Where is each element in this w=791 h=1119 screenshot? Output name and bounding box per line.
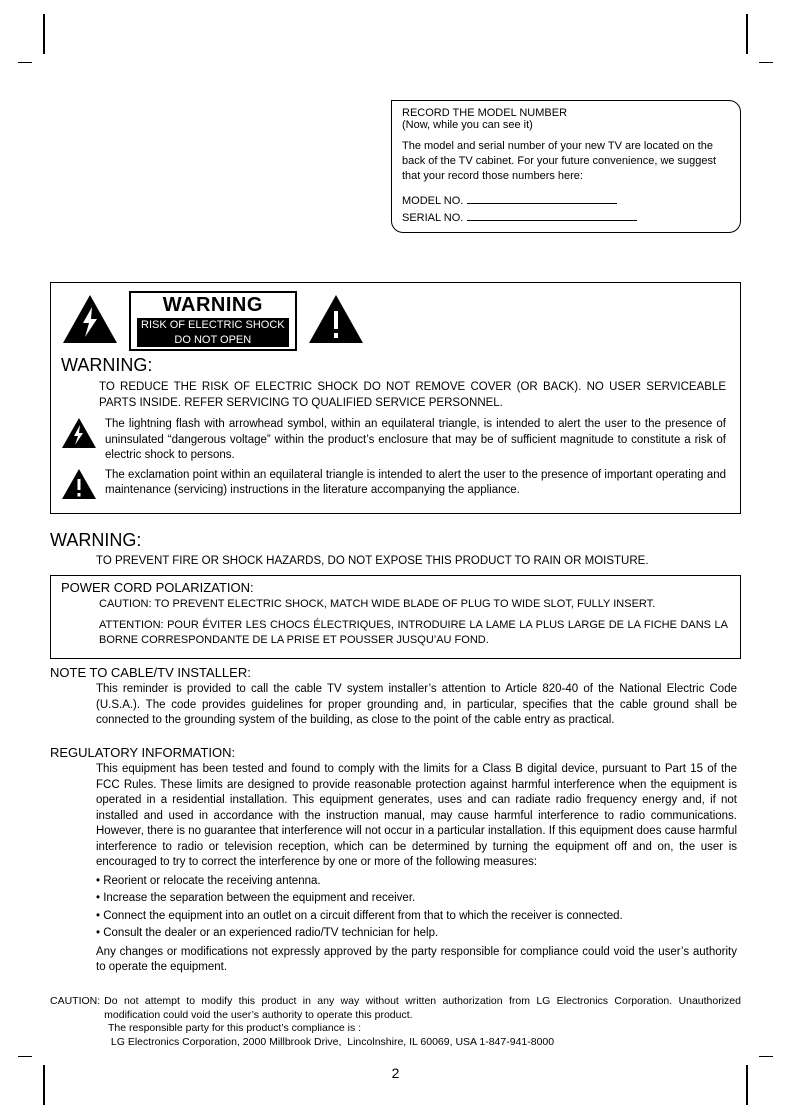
symbol-row: WARNING RISK OF ELECTRIC SHOCK DO NOT OP… (51, 283, 740, 355)
crop-mark (43, 14, 45, 54)
warning1-heading: WARNING: (51, 355, 740, 378)
note-body: This reminder is provided to call the ca… (50, 680, 741, 733)
warning2-section: WARNING: TO PREVENT FIRE OR SHOCK HAZARD… (0, 530, 791, 573)
note-installer-section: NOTE TO CABLE/TV INSTALLER: This reminde… (50, 665, 741, 733)
lightning-text: The lightning flash with arrowhead symbo… (105, 417, 726, 464)
record-title: RECORD THE MODEL NUMBER (402, 107, 730, 119)
plaque-title: WARNING (137, 295, 289, 316)
warning-plaque: WARNING RISK OF ELECTRIC SHOCK DO NOT OP… (129, 291, 297, 351)
crop-mark (18, 1056, 32, 1057)
lightning-triangle-icon (61, 293, 119, 350)
crop-mark (759, 1056, 773, 1057)
reg-tail: Any changes or modifications not express… (50, 943, 741, 978)
exclaim-text: The exclamation point within an equilate… (105, 468, 726, 499)
warning2-heading: WARNING: (0, 530, 791, 553)
reg-heading: REGULATORY INFORMATION: (50, 745, 741, 760)
exclaim-small-icon (61, 468, 97, 505)
regulatory-section: REGULATORY INFORMATION: This equipment h… (50, 745, 741, 978)
record-subtitle: (Now, while you can see it) (402, 119, 730, 131)
model-no-line: MODEL NO. (392, 192, 740, 209)
note-heading: NOTE TO CABLE/TV INSTALLER: (50, 665, 741, 680)
reg-bullet-3: • Connect the equipment into an outlet o… (50, 908, 741, 926)
page-number: 2 (0, 1065, 791, 1081)
warning2-body: TO PREVENT FIRE OR SHOCK HAZARDS, DO NOT… (0, 553, 791, 573)
exclaim-row: The exclamation point within an equilate… (51, 468, 740, 513)
power-french: ATTENTION: POUR ÉVITER LES CHOCS ÉLECTRI… (61, 616, 730, 652)
serial-no-line: SERIAL NO. (392, 209, 740, 232)
record-model-box: RECORD THE MODEL NUMBER (Now, while you … (391, 100, 741, 233)
crop-mark (746, 14, 748, 54)
power-heading: POWER CORD POLARIZATION: (61, 580, 730, 595)
caution-line1: Do not attempt to modify this product in… (104, 995, 741, 1022)
caution-label: CAUTION: (50, 995, 100, 1022)
power-english: CAUTION: TO PREVENT ELECTRIC SHOCK, MATC… (61, 595, 730, 616)
caution-section: CAUTION: Do not attempt to modify this p… (50, 995, 741, 1050)
plaque-line3: DO NOT OPEN (137, 334, 289, 348)
reg-bullet-4: • Consult the dealer or an experienced r… (50, 925, 741, 943)
crop-mark (18, 62, 32, 63)
crop-mark (759, 62, 773, 63)
lightning-row: The lightning flash with arrowhead symbo… (51, 417, 740, 468)
reg-bullet-2: • Increase the separation between the eq… (50, 890, 741, 908)
warning-box: WARNING RISK OF ELECTRIC SHOCK DO NOT OP… (50, 282, 741, 514)
warning1-body: TO REDUCE THE RISK OF ELECTRIC SHOCK DO … (51, 378, 740, 417)
power-cord-box: POWER CORD POLARIZATION: CAUTION: TO PRE… (50, 575, 741, 659)
caution-line2: The responsible party for this product’s… (50, 1022, 741, 1036)
plaque-line2: RISK OF ELECTRIC SHOCK (137, 318, 289, 334)
caution-line3: LG Electronics Corporation, 2000 Millbro… (50, 1036, 741, 1050)
serial-no-label: SERIAL NO. (402, 212, 463, 224)
reg-bullet-1: • Reorient or relocate the receiving ant… (50, 873, 741, 891)
reg-body: This equipment has been tested and found… (50, 760, 741, 873)
exclamation-triangle-icon (307, 293, 365, 350)
lightning-small-icon (61, 417, 97, 454)
record-body: The model and serial number of your new … (392, 135, 740, 192)
model-no-label: MODEL NO. (402, 195, 463, 207)
